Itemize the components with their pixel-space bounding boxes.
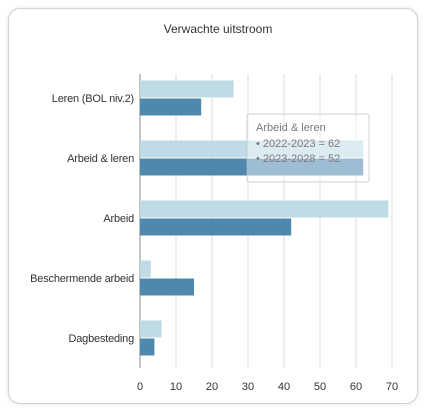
category-label-3: Beschermende arbeid bbox=[30, 273, 134, 285]
tooltip-title: Arbeid & leren bbox=[256, 122, 326, 134]
bar-series2-1[interactable] bbox=[140, 158, 364, 176]
bar-series1-2[interactable] bbox=[140, 200, 389, 218]
bar-series1-4[interactable] bbox=[140, 320, 162, 338]
chart-title: Verwachte uitstroom bbox=[164, 22, 273, 36]
bar-series2-4[interactable] bbox=[140, 338, 155, 356]
tick-label-40: 40 bbox=[278, 381, 290, 393]
bar-series1-0[interactable] bbox=[140, 80, 234, 98]
category-labels: Leren (BOL niv.2) Arbeid & leren Arbeid Bes… bbox=[30, 93, 134, 345]
tick-labels: 0 10 20 30 40 50 60 70 bbox=[137, 381, 398, 393]
tick-label-30: 30 bbox=[242, 381, 254, 393]
category-label-2: Arbeid bbox=[103, 213, 134, 225]
tooltip: Arbeid & leren • 2022-2023 = 62 • 2023-2… bbox=[246, 113, 370, 183]
tick-label-60: 60 bbox=[350, 381, 362, 393]
category-label-4: Dagbesteding bbox=[69, 333, 135, 345]
bar-series2-3[interactable] bbox=[140, 278, 194, 296]
tick-label-0: 0 bbox=[137, 381, 143, 393]
bar-series2-0[interactable] bbox=[140, 98, 202, 116]
category-label-1: Arbeid & leren bbox=[67, 153, 134, 165]
tick-label-20: 20 bbox=[206, 381, 218, 393]
bars bbox=[140, 80, 389, 356]
bar-series1-3[interactable] bbox=[140, 260, 151, 278]
tooltip-line-2: • 2023-2028 = 52 bbox=[256, 153, 340, 165]
category-label-0: Leren (BOL niv.2) bbox=[52, 93, 134, 105]
tick-label-50: 50 bbox=[314, 381, 326, 393]
tick-label-10: 10 bbox=[170, 381, 182, 393]
bar-series1-1[interactable] bbox=[140, 140, 364, 158]
tooltip-line-1: • 2022-2023 = 62 bbox=[256, 138, 340, 150]
bar-series2-2[interactable] bbox=[140, 218, 292, 236]
tick-label-70: 70 bbox=[386, 381, 398, 393]
tooltip-box bbox=[246, 113, 370, 183]
